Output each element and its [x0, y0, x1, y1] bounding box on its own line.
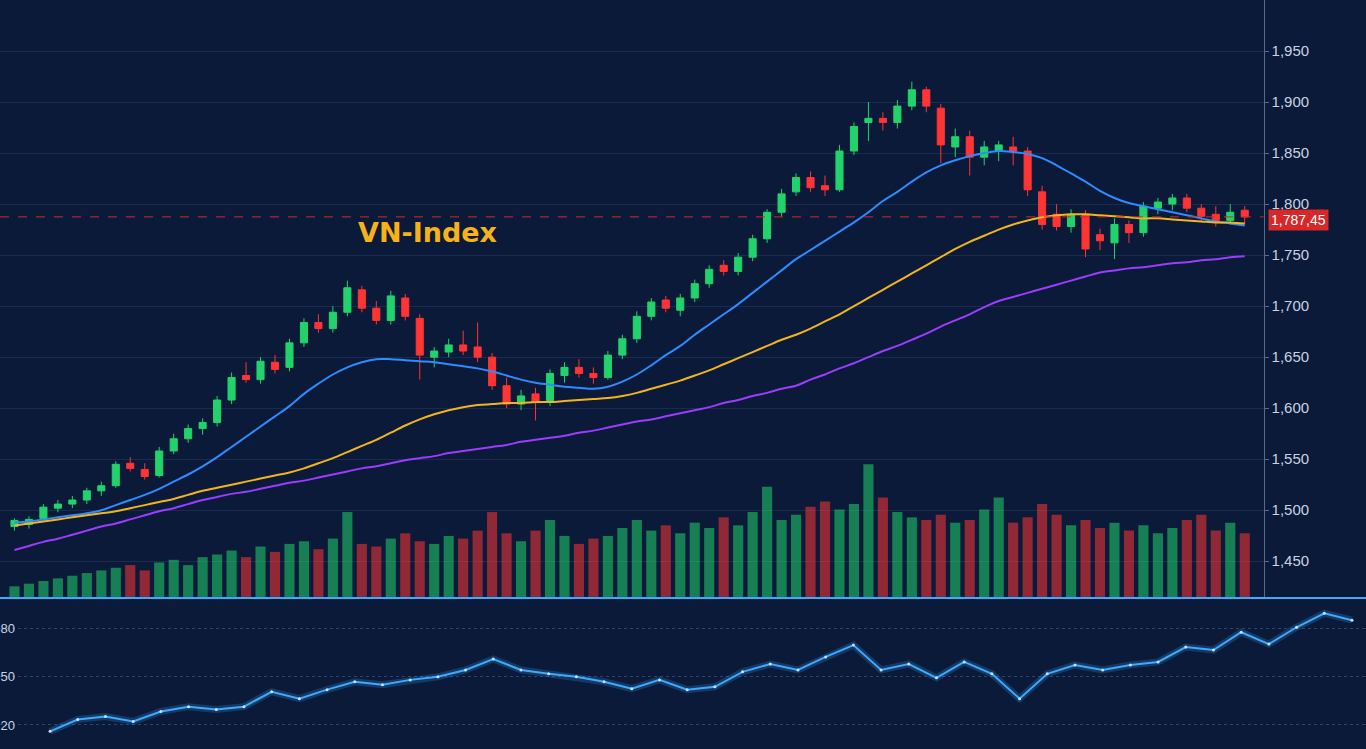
svg-text:1,450: 1,450	[1272, 552, 1310, 569]
svg-text:20: 20	[0, 717, 14, 732]
svg-text:1,550: 1,550	[1272, 450, 1310, 467]
svg-text:1,850: 1,850	[1272, 144, 1310, 161]
svg-text:1,800: 1,800	[1272, 195, 1310, 212]
svg-text:1,700: 1,700	[1272, 297, 1310, 314]
svg-text:1,500: 1,500	[1272, 501, 1310, 518]
svg-text:1,600: 1,600	[1272, 399, 1310, 416]
svg-text:VN-Index: VN-Index	[358, 217, 497, 248]
svg-text:1,900: 1,900	[1272, 93, 1310, 110]
svg-text:1,750: 1,750	[1272, 246, 1310, 263]
svg-text:1,787,45: 1,787,45	[1271, 212, 1326, 228]
svg-text:1,650: 1,650	[1272, 348, 1310, 365]
svg-text:50: 50	[0, 669, 14, 684]
svg-text:1,950: 1,950	[1272, 42, 1310, 59]
svg-text:80: 80	[0, 621, 14, 636]
